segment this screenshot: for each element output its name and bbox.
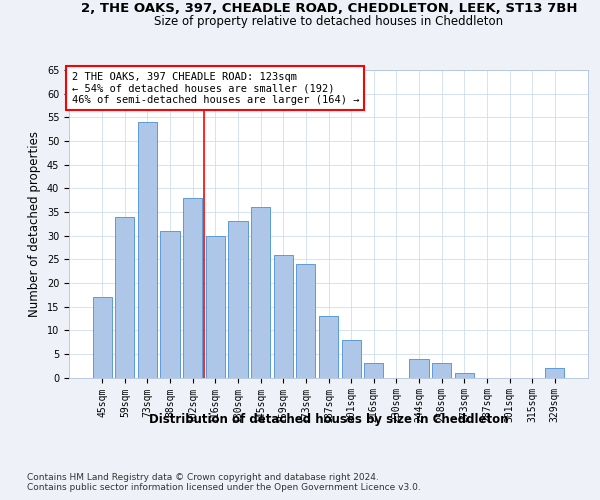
Text: Contains HM Land Registry data © Crown copyright and database right 2024.: Contains HM Land Registry data © Crown c… — [27, 472, 379, 482]
Bar — [92, 297, 112, 378]
Text: 2, THE OAKS, 397, CHEADLE ROAD, CHEDDLETON, LEEK, ST13 7BH: 2, THE OAKS, 397, CHEADLE ROAD, CHEDDLET… — [80, 2, 577, 16]
Bar — [455, 373, 474, 378]
Bar — [296, 264, 316, 378]
Bar — [160, 231, 180, 378]
Bar — [341, 340, 361, 378]
Bar — [115, 216, 134, 378]
Bar — [183, 198, 202, 378]
Text: Size of property relative to detached houses in Cheddleton: Size of property relative to detached ho… — [154, 15, 503, 28]
Y-axis label: Number of detached properties: Number of detached properties — [28, 130, 41, 317]
Bar — [545, 368, 565, 378]
Bar — [138, 122, 157, 378]
Text: Distribution of detached houses by size in Cheddleton: Distribution of detached houses by size … — [149, 412, 509, 426]
Bar — [319, 316, 338, 378]
Bar — [364, 364, 383, 378]
Bar — [206, 236, 225, 378]
Bar — [274, 254, 293, 378]
Text: Contains public sector information licensed under the Open Government Licence v3: Contains public sector information licen… — [27, 484, 421, 492]
Bar — [432, 364, 451, 378]
Bar — [229, 222, 248, 378]
Bar — [409, 358, 428, 378]
Text: 2 THE OAKS, 397 CHEADLE ROAD: 123sqm
← 54% of detached houses are smaller (192)
: 2 THE OAKS, 397 CHEADLE ROAD: 123sqm ← 5… — [71, 72, 359, 104]
Bar — [251, 207, 270, 378]
